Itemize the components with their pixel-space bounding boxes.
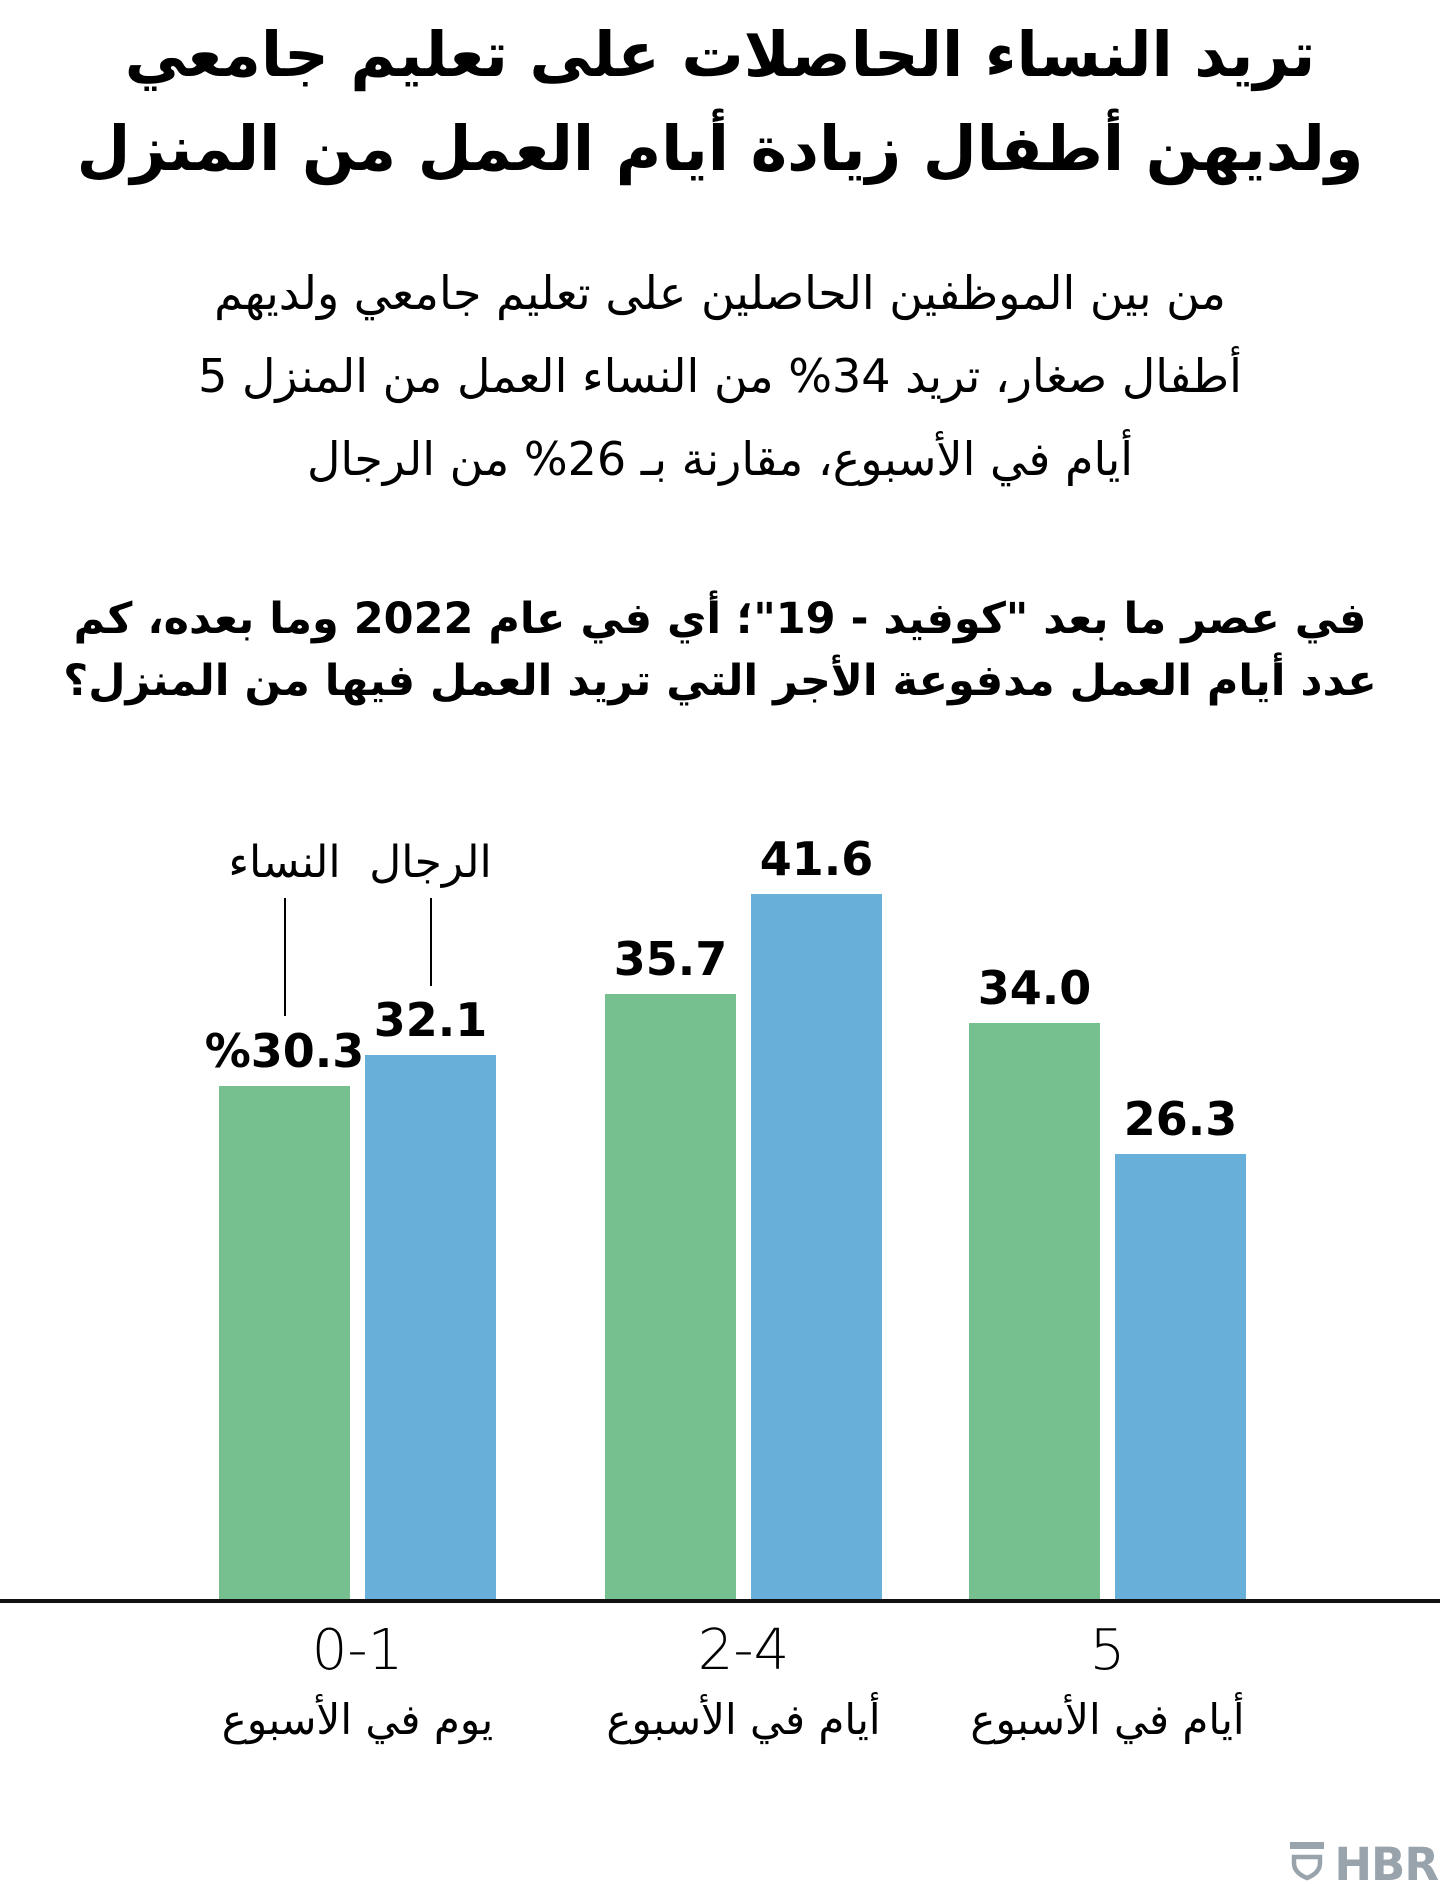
chart-question-line: في عصر ما بعد "كوفيد - 19"؛ أي في عام 20…: [73, 594, 1367, 644]
hbr-logo: HBR: [1289, 1838, 1439, 1884]
hbr-shield-icon: [1289, 1842, 1325, 1884]
category-label-group3: 5: [1089, 1618, 1126, 1683]
legend-label-men: الرجال: [369, 837, 492, 888]
intro-text-line: أيام في الأسبوع، مقارنة بـ 26% من الرجال: [306, 432, 1134, 486]
category-label-group2: 2-4: [697, 1618, 790, 1683]
legend-label-women: النساء: [228, 837, 341, 888]
category-unit-label-group2: أيام في الأسبوع: [606, 1695, 881, 1744]
bar-women-group1: [219, 1085, 350, 1601]
x-axis-line: [0, 1599, 1440, 1603]
legend-pointer-line-men: [429, 898, 432, 986]
bar-value-label-men-group1: 32.1: [373, 993, 488, 1048]
chart-question-line: عدد أيام العمل مدفوعة الأجر التي تريد ال…: [63, 656, 1377, 706]
category-unit-label-group3: أيام في الأسبوع: [970, 1695, 1245, 1744]
bar-value-label-women-group2: 35.7: [613, 932, 728, 987]
bar-women-group2: [605, 994, 736, 1601]
hbr-logo-text: HBR: [1334, 1838, 1439, 1884]
page-title-line: ولديهن أطفال زيادة أيام العمل من المنزل: [76, 112, 1365, 185]
page-title-line: تريد النساء الحاصلات على تعليم جامعي: [124, 18, 1317, 91]
bar-value-label-women-group1: %30.3: [204, 1023, 365, 1078]
bar-men-group1: [365, 1055, 496, 1601]
category-unit-label-group1: يوم في الأسبوع: [221, 1695, 494, 1744]
bar-men-group2: [751, 893, 882, 1601]
legend-pointer-line-women: [283, 898, 286, 1016]
chart-question: في عصر ما بعد "كوفيد - 19"؛ أي في عام 20…: [0, 588, 1440, 712]
intro-text: من بين الموظفين الحاصلين على تعليم جامعي…: [0, 252, 1440, 501]
bar-value-label-women-group3: 34.0: [977, 961, 1092, 1015]
category-label-group1: 0-1: [311, 1618, 404, 1683]
intro-text-line: من بين الموظفين الحاصلين على تعليم جامعي…: [214, 266, 1226, 320]
bar-women-group3: [969, 1023, 1100, 1601]
page-title: تريد النساء الحاصلات على تعليم جامعي ولد…: [0, 8, 1440, 196]
bar-men-group3: [1115, 1153, 1246, 1601]
bar-value-label-men-group3: 26.3: [1123, 1091, 1238, 1146]
intro-text-line: أطفال صغار، تريد 34% من النساء العمل من …: [198, 349, 1242, 403]
bar-value-label-men-group2: 41.6: [759, 831, 874, 886]
